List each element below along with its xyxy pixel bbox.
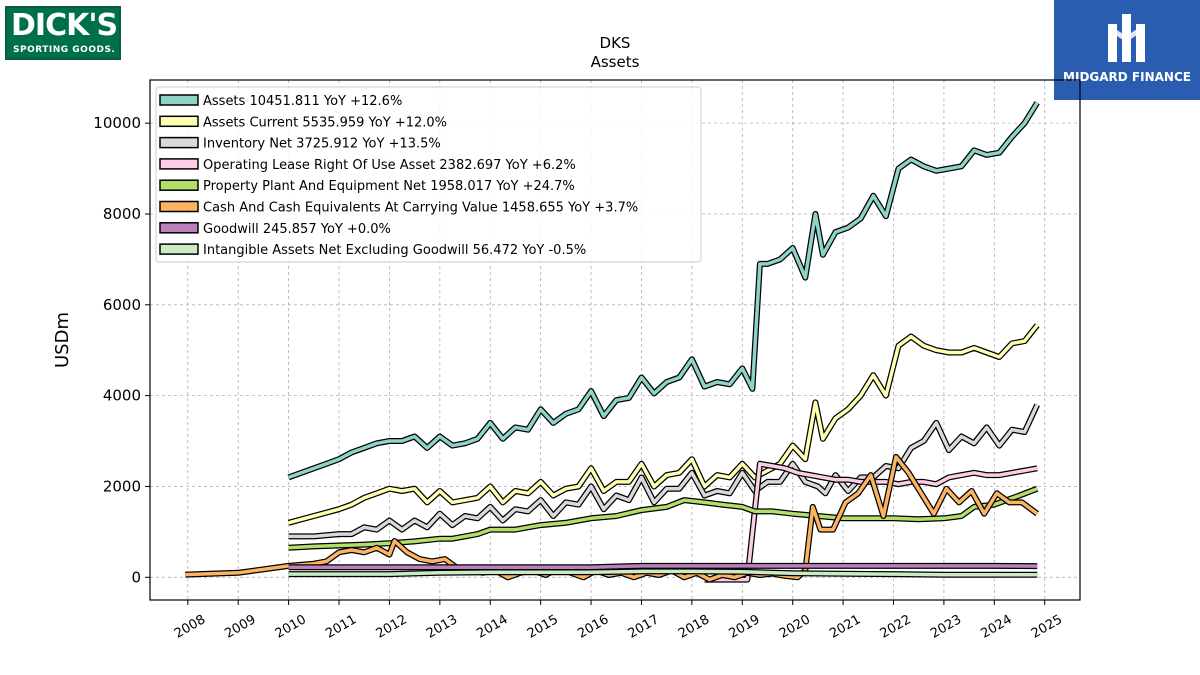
chart-subtitle: Assets	[591, 53, 640, 71]
x-tick-label: 2012	[374, 612, 410, 642]
x-axis: 2008 2009 2010 2011 2012 2013 2014 2015 2016 2017…	[172, 600, 1065, 642]
legend-swatch	[159, 94, 199, 106]
legend-swatch	[159, 136, 199, 149]
series-line	[185, 455, 1039, 582]
x-tick-label: 2025	[1029, 612, 1065, 642]
x-tick-label: 2010	[273, 612, 309, 642]
x-tick-label: 2023	[928, 612, 964, 642]
legend-swatch	[159, 200, 199, 213]
legend-swatch	[159, 243, 199, 255]
series-line	[288, 569, 1038, 577]
x-tick-label: 2013	[424, 612, 460, 642]
legend-entry: Goodwill 245.857 YoY +0.0%	[203, 222, 391, 237]
series-line	[288, 564, 1038, 570]
x-tick-label: 2016	[575, 612, 611, 642]
legend-swatch	[159, 115, 199, 128]
y-axis-label: USDm	[52, 312, 73, 368]
legend-swatch	[159, 222, 199, 234]
x-tick-label: 2009	[222, 612, 258, 642]
series-line	[288, 487, 1038, 550]
series-line	[288, 101, 1039, 480]
legend-swatch	[159, 179, 199, 191]
x-tick-label: 2022	[878, 612, 914, 642]
legend-entry: Assets Current 5535.959 YoY +12.0%	[203, 115, 447, 130]
x-tick-label: 2021	[827, 612, 863, 642]
chart-title: DKS	[600, 34, 631, 52]
x-tick-label: 2018	[676, 612, 712, 642]
x-tick-label: 2015	[525, 612, 561, 642]
dicks-sporting-goods-logo: DICK'S SPORTING GOODS.	[5, 6, 121, 60]
y-tick-label: 0	[131, 568, 141, 586]
legend-entry: Intangible Assets Net Excluding Goodwill…	[203, 243, 586, 258]
series-line	[288, 403, 1039, 539]
legend-entry: Inventory Net 3725.912 YoY +13.5%	[203, 137, 441, 152]
midgard-mark-icon	[1108, 14, 1145, 62]
plot-frame	[149, 79, 1081, 601]
y-tick-label: 2000	[103, 477, 141, 495]
logo-wordmark: DICK'S	[11, 8, 118, 43]
x-tick-label: 2008	[172, 612, 208, 642]
series-line	[288, 324, 1039, 525]
legend-entry: Property Plant And Equipment Net 1958.01…	[203, 179, 575, 194]
midgard-finance-text: MIDGARD FINANCE	[1063, 70, 1191, 84]
x-tick-label: 2020	[777, 612, 813, 642]
x-tick-label: 2014	[474, 612, 510, 642]
legend-box	[155, 86, 702, 263]
midgard-finance-logo: MIDGARD FINANCE	[1054, 0, 1200, 100]
x-tick-label: 2019	[726, 612, 762, 642]
x-tick-label: 2017	[626, 612, 662, 642]
legend-entry: Cash And Cash Equivalents At Carrying Va…	[203, 201, 638, 216]
legend-swatch	[159, 158, 199, 170]
y-tick-label: 8000	[103, 205, 141, 223]
y-tick-label: 6000	[103, 296, 141, 314]
legend-entry: Assets 10451.811 YoY +12.6%	[203, 94, 402, 109]
series-lines	[185, 101, 1040, 583]
y-tick-label: 10000	[93, 114, 141, 132]
x-tick-label: 2011	[323, 612, 359, 642]
y-axis: 0 2000 4000 6000 8000 10000	[93, 114, 150, 586]
legend: Assets 10451.811 YoY +12.6% Assets Curren…	[155, 86, 702, 263]
x-tick-label: 2024	[978, 612, 1014, 642]
logo-tagline: SPORTING GOODS.	[13, 45, 116, 55]
y-tick-label: 4000	[103, 387, 141, 405]
legend-entry: Operating Lease Right Of Use Asset 2382.…	[203, 158, 576, 173]
